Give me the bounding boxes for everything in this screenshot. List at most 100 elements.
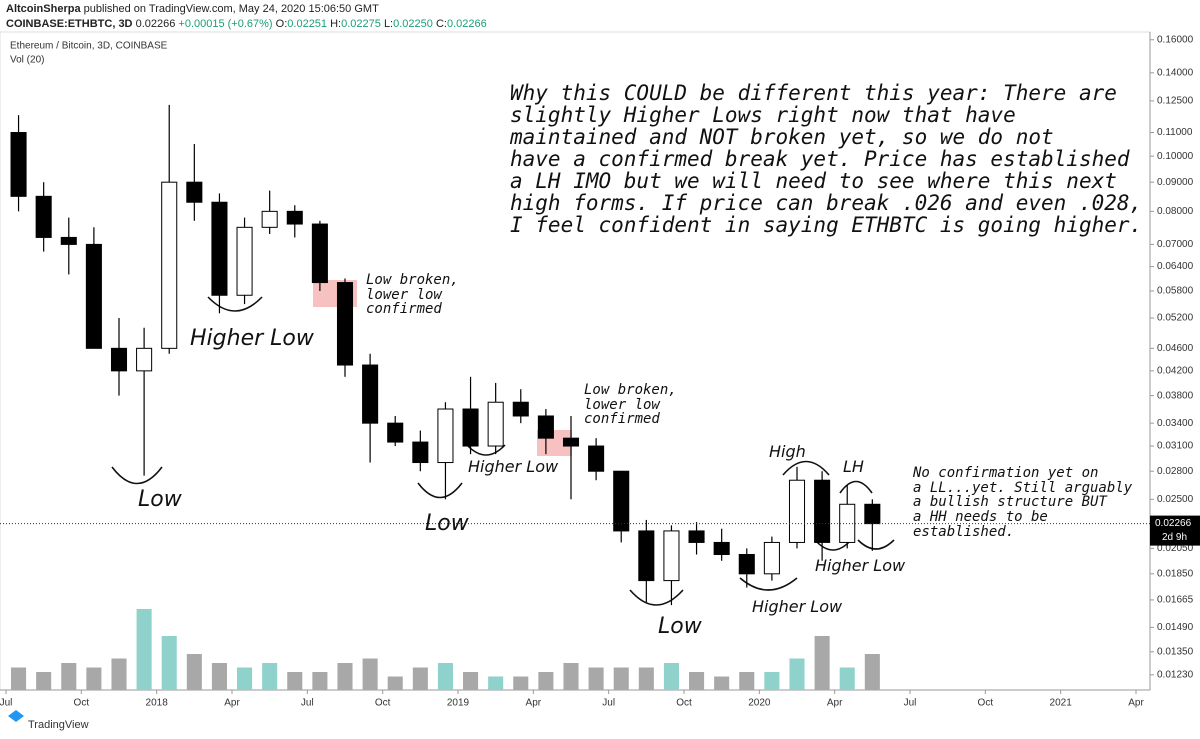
volume-bar: [764, 672, 780, 690]
volume-bar: [663, 663, 679, 690]
last-price-tag: [1150, 515, 1200, 546]
y-tick-label: 0.07000: [1157, 239, 1194, 250]
x-tick-label: Oct: [74, 698, 90, 709]
x-tick-label: Apr: [526, 698, 542, 709]
x-tick-label: 2018: [146, 698, 169, 709]
last-price-label: 0.02266: [1155, 518, 1192, 529]
y-tick-label: 0.11000: [1157, 127, 1193, 138]
label: High: [769, 442, 806, 461]
volume-bar: [362, 658, 378, 690]
volume-bar: [638, 667, 654, 690]
label: Higher Low: [752, 597, 843, 616]
x-tick-label: Oct: [676, 698, 692, 709]
logo: [8, 710, 24, 722]
y-tick-label: 0.02050: [1157, 543, 1194, 554]
annotation-line: confirmed: [366, 301, 442, 318]
candle-body: [537, 415, 554, 439]
ohlc-k: L:: [383, 18, 394, 30]
annotation: Low broken, lower low confirmed: [584, 383, 677, 427]
candle-body: [136, 347, 153, 372]
volume-bar: [337, 663, 353, 690]
x-tick-label: 2021: [1050, 698, 1073, 709]
candle-body: [638, 530, 655, 582]
ohlc-v: 0.02275: [341, 18, 381, 30]
last: 0.02266: [135, 18, 176, 30]
candle-body: [814, 479, 831, 543]
symbol: COINBASE:ETHBTC, 3D: [6, 18, 133, 30]
y-tick-label: 0.09000: [1157, 177, 1194, 188]
annotation: Low broken, lower low confirmed: [366, 273, 459, 317]
ohlc-v: 0.02251: [287, 18, 328, 30]
volume-bar: [864, 654, 880, 690]
candle-body: [387, 422, 404, 443]
y-tick-label: 0.08000: [1157, 206, 1194, 217]
y-tick-label: 0.03800: [1157, 390, 1194, 401]
candle-body: [839, 503, 856, 543]
x-tick-label: Jul: [301, 698, 314, 709]
candle-body: [588, 445, 605, 472]
candle-body: [487, 401, 504, 447]
y-tick-label: 0.01490: [1157, 622, 1194, 633]
volume-bar: [387, 676, 403, 690]
annotation-line: a LH IMO but we will need to see where t…: [510, 169, 1117, 194]
annotation-line: Low broken,: [584, 382, 677, 398]
annotation-line: Why this COULD be different this year: T…: [510, 81, 1117, 105]
annotation-line: Low broken,: [366, 272, 459, 288]
volume-bar: [488, 676, 504, 690]
volume-bar: [186, 654, 202, 690]
annotation-line: established.: [913, 523, 1015, 540]
published: published on TradingView.com, May 24, 20…: [83, 3, 379, 15]
x-tick-label: Jul: [904, 698, 917, 709]
candle-body: [10, 132, 27, 197]
y-tick-label: 0.01850: [1157, 568, 1194, 579]
candle-body: [663, 530, 680, 582]
candle-body: [763, 541, 780, 575]
annotation-line: a HH needs to be: [913, 509, 1048, 526]
volume-bar: [689, 672, 705, 690]
volume-bar: [312, 672, 328, 690]
x-tick-label: Apr: [224, 698, 240, 709]
volume-bar: [412, 667, 428, 690]
annotation: Why this COULD be different this year: T…: [510, 82, 1142, 236]
volume-bar: [588, 667, 604, 690]
volume-bar: [513, 676, 529, 690]
candle-body: [738, 554, 755, 575]
annotation-line: slightly Higher Lows right now that have: [510, 103, 1016, 128]
arc: [111, 466, 163, 485]
annotation-line: have a confirmed break yet. Price has es…: [510, 147, 1130, 172]
x-tick-label: Jul: [602, 698, 615, 709]
volume-bar: [161, 636, 177, 690]
label: LH: [843, 457, 864, 476]
ohlc-k: C:: [435, 18, 447, 30]
series-title: Ethereum / Bitcoin, 3D, COINBASE: [10, 41, 168, 52]
candle-body: [85, 243, 102, 349]
author: AltcoinSherpa: [6, 3, 81, 15]
volume-bar: [211, 663, 227, 690]
arc: [207, 296, 263, 312]
y-tick-label: 0.06400: [1157, 261, 1194, 272]
ohlc-k: H:: [330, 18, 342, 30]
y-tick-label: 0.01230: [1157, 669, 1194, 680]
candle-body: [613, 470, 630, 532]
change: +0.00015 (+0.67%): [178, 18, 273, 30]
volume-bar: [287, 672, 303, 690]
label: Low: [658, 614, 702, 639]
label: Low: [425, 511, 469, 536]
candle-body: [412, 441, 429, 464]
volume-bar: [11, 667, 27, 690]
y-tick-label: 0.01665: [1157, 595, 1194, 606]
arc: [782, 460, 830, 476]
countdown-label: 2d 9h: [1162, 532, 1187, 543]
ohlc-k: O:: [275, 18, 288, 30]
y-tick-label: 0.02800: [1157, 466, 1194, 477]
candle-body: [713, 541, 730, 556]
candle-body: [186, 181, 203, 203]
volume-bar: [237, 667, 253, 690]
volume-bar: [262, 663, 278, 690]
label: Higher Low: [190, 326, 314, 351]
volume-bar: [36, 672, 52, 690]
x-tick-label: Apr: [1128, 698, 1144, 709]
annotation-line: a LL...yet. Still arguably: [913, 479, 1133, 496]
